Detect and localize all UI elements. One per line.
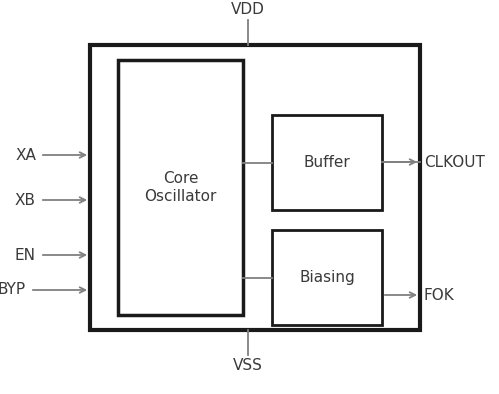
Text: VSS: VSS — [233, 358, 263, 373]
Bar — [90, 45, 420, 330]
Text: VDD: VDD — [231, 2, 265, 17]
Bar — [272, 115, 382, 210]
Bar — [118, 60, 243, 315]
Bar — [272, 230, 382, 325]
Text: Buffer: Buffer — [303, 155, 350, 170]
Text: EN: EN — [15, 247, 36, 262]
Text: XA: XA — [15, 147, 36, 162]
Text: BYP: BYP — [0, 282, 26, 297]
Text: Core
Oscillator: Core Oscillator — [144, 171, 217, 204]
Text: Biasing: Biasing — [299, 270, 355, 285]
Text: FOK: FOK — [424, 288, 455, 303]
Text: CLKOUT: CLKOUT — [424, 154, 485, 169]
Text: XB: XB — [15, 193, 36, 208]
